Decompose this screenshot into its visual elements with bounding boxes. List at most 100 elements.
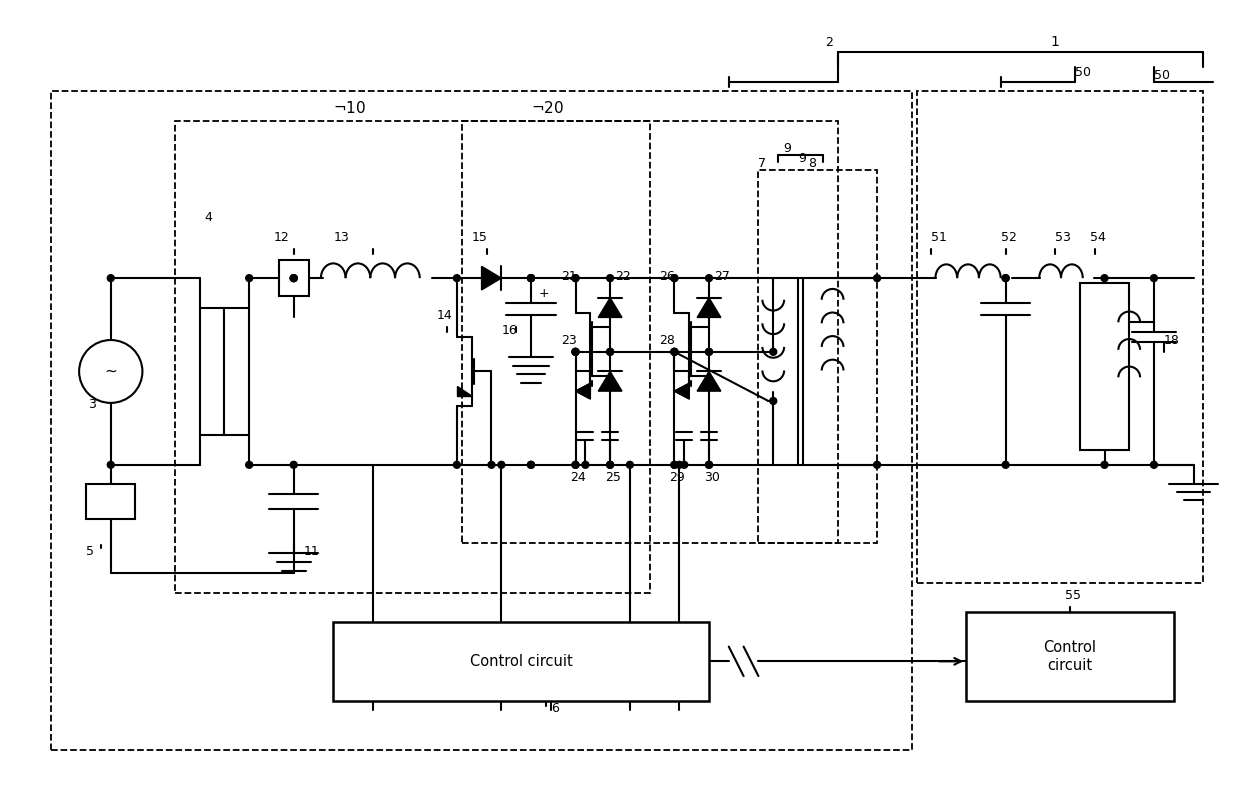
- Circle shape: [681, 462, 688, 468]
- Circle shape: [290, 462, 298, 468]
- Circle shape: [1151, 275, 1157, 282]
- Circle shape: [1101, 462, 1109, 468]
- Circle shape: [1002, 275, 1009, 282]
- Circle shape: [527, 275, 534, 282]
- Circle shape: [498, 462, 505, 468]
- Circle shape: [874, 462, 880, 468]
- Circle shape: [108, 275, 114, 282]
- Text: +: +: [539, 287, 549, 300]
- Circle shape: [706, 349, 713, 355]
- Text: 9: 9: [784, 142, 791, 155]
- Circle shape: [606, 462, 614, 468]
- Text: 8: 8: [808, 157, 816, 170]
- Circle shape: [706, 462, 713, 468]
- Circle shape: [671, 462, 678, 468]
- Bar: [51, 92, 911, 750]
- Text: 27: 27: [714, 270, 730, 283]
- Circle shape: [108, 462, 114, 468]
- Polygon shape: [675, 383, 689, 399]
- Bar: [86, 485, 135, 519]
- Polygon shape: [575, 383, 590, 399]
- Bar: [200, 307, 224, 435]
- Text: 5: 5: [86, 545, 94, 558]
- Circle shape: [706, 349, 713, 355]
- Text: 15: 15: [471, 231, 487, 244]
- Circle shape: [606, 349, 614, 355]
- Circle shape: [290, 275, 298, 282]
- Text: 51: 51: [931, 231, 947, 244]
- Circle shape: [676, 462, 683, 468]
- Text: 50: 50: [1154, 68, 1171, 82]
- Polygon shape: [575, 383, 590, 399]
- Circle shape: [572, 462, 579, 468]
- Circle shape: [671, 275, 678, 282]
- Text: 11: 11: [304, 545, 320, 558]
- Polygon shape: [456, 386, 471, 396]
- Bar: [224, 307, 249, 435]
- Circle shape: [527, 275, 534, 282]
- Text: 6: 6: [551, 702, 559, 716]
- Circle shape: [572, 275, 579, 282]
- Bar: [1080, 283, 1130, 450]
- Text: 26: 26: [660, 270, 676, 283]
- Circle shape: [1101, 275, 1109, 282]
- Text: 24: 24: [570, 471, 587, 485]
- Bar: [461, 121, 837, 544]
- Circle shape: [606, 462, 614, 468]
- Text: 12: 12: [274, 231, 290, 244]
- Circle shape: [874, 275, 880, 282]
- Text: 1: 1: [1050, 35, 1059, 49]
- Circle shape: [706, 462, 713, 468]
- Text: 18: 18: [1164, 334, 1179, 347]
- Text: $\neg$10: $\neg$10: [334, 100, 366, 116]
- Text: 30: 30: [704, 471, 720, 485]
- Circle shape: [671, 275, 678, 282]
- Circle shape: [606, 275, 614, 282]
- Polygon shape: [697, 298, 720, 318]
- Text: 28: 28: [660, 334, 676, 347]
- Text: 23: 23: [560, 334, 577, 347]
- Circle shape: [290, 275, 298, 282]
- Bar: [334, 622, 709, 700]
- Polygon shape: [598, 372, 622, 391]
- Circle shape: [454, 462, 460, 468]
- Circle shape: [572, 349, 579, 355]
- Polygon shape: [697, 372, 720, 391]
- Bar: [759, 170, 877, 544]
- Circle shape: [671, 462, 678, 468]
- Circle shape: [489, 462, 495, 468]
- Text: 7: 7: [759, 157, 766, 170]
- Text: $\neg$20: $\neg$20: [531, 100, 564, 116]
- Circle shape: [606, 349, 614, 355]
- Circle shape: [527, 275, 534, 282]
- Circle shape: [626, 462, 634, 468]
- Text: 53: 53: [1055, 231, 1071, 244]
- Text: 55: 55: [1065, 589, 1081, 603]
- Polygon shape: [481, 267, 501, 290]
- Circle shape: [246, 275, 253, 282]
- Circle shape: [454, 275, 460, 282]
- Text: 25: 25: [605, 471, 621, 485]
- Circle shape: [582, 462, 589, 468]
- Text: 13: 13: [334, 231, 348, 244]
- Bar: [966, 612, 1174, 700]
- Bar: [916, 92, 1203, 583]
- Circle shape: [1151, 462, 1157, 468]
- Circle shape: [527, 462, 534, 468]
- Circle shape: [527, 462, 534, 468]
- Circle shape: [1002, 275, 1009, 282]
- Text: 29: 29: [670, 471, 686, 485]
- Circle shape: [572, 349, 579, 355]
- Circle shape: [671, 349, 678, 355]
- Circle shape: [572, 275, 579, 282]
- Text: 21: 21: [560, 270, 577, 283]
- Circle shape: [770, 349, 776, 355]
- Bar: [279, 260, 309, 296]
- Text: 4: 4: [205, 211, 212, 224]
- Text: 14: 14: [436, 310, 453, 322]
- Circle shape: [572, 349, 579, 355]
- Text: ~: ~: [104, 364, 117, 379]
- Circle shape: [246, 462, 253, 468]
- Circle shape: [572, 462, 579, 468]
- Circle shape: [770, 397, 776, 404]
